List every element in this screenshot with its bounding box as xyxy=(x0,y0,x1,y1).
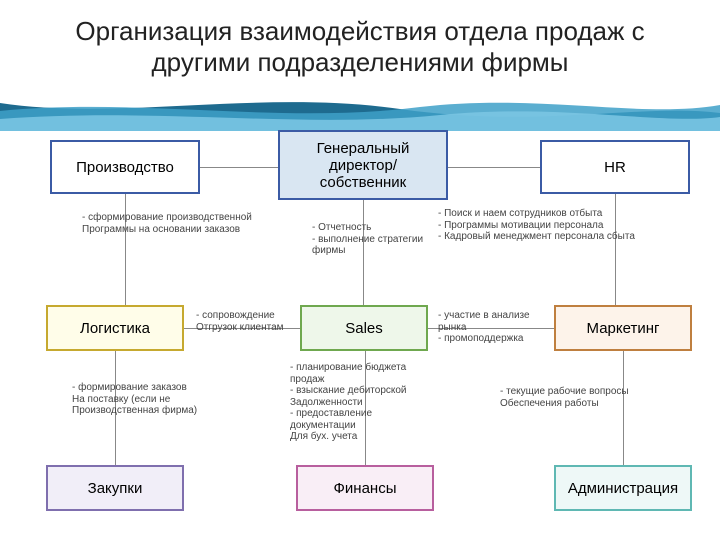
note-prod_note: - сформирование производственнойПрограмм… xyxy=(82,212,262,235)
note-hr_note: - Поиск и наем сотрудников отбыта- Прогр… xyxy=(438,208,668,243)
box-marketing: Маркетинг xyxy=(554,305,692,351)
connector xyxy=(125,194,126,305)
note-line: Программы на основании заказов xyxy=(82,224,262,236)
box-label: Администрация xyxy=(568,480,678,497)
note-line: Задолженности xyxy=(290,397,440,409)
slide-title: Организация взаимодействия отдела продаж… xyxy=(0,16,720,78)
note-line: продаж xyxy=(290,374,440,386)
note-line: - планирование бюджета xyxy=(290,362,440,374)
slide: Организация взаимодействия отдела продаж… xyxy=(0,0,720,540)
note-mkt_note: - участие в анализе рынка- промоподдержк… xyxy=(438,310,552,345)
note-line: - текущие рабочие вопросы xyxy=(500,386,660,398)
title-line-1: Организация взаимодействия отдела продаж… xyxy=(75,16,644,46)
note-line: Для бух. учета xyxy=(290,431,440,443)
note-line: - промоподдержка xyxy=(438,333,552,345)
box-label: Логистика xyxy=(80,320,150,337)
box-sales: Sales xyxy=(300,305,428,351)
note-line: - участие в анализе рынка xyxy=(438,310,552,333)
box-ceo: Генеральный директор/ собственник xyxy=(278,130,448,200)
box-label: Закупки xyxy=(88,480,143,497)
wave-decoration xyxy=(0,95,720,131)
note-log_note: - сопровождениеОтгрузок клиентам xyxy=(196,310,296,333)
note-line: - предоставление xyxy=(290,408,440,420)
box-logistics: Логистика xyxy=(46,305,184,351)
note-line: - формирование заказов xyxy=(72,382,232,394)
connector xyxy=(448,167,540,168)
note-fin_note: - планирование бюджетапродаж- взыскание … xyxy=(290,362,440,443)
box-production: Производство xyxy=(50,140,200,194)
box-label: Финансы xyxy=(334,480,397,497)
note-pur_note: - формирование заказовНа поставку (если … xyxy=(72,382,232,417)
box-hr: HR xyxy=(540,140,690,194)
note-line: Отгрузок клиентам xyxy=(196,322,296,334)
connector xyxy=(200,167,278,168)
note-line: На поставку (если не xyxy=(72,394,232,406)
note-line: - взыскание дебиторской xyxy=(290,385,440,397)
box-admin: Администрация xyxy=(554,465,692,511)
note-line: документации xyxy=(290,420,440,432)
note-line: - сопровождение xyxy=(196,310,296,322)
note-line: Обеспечения работы xyxy=(500,398,660,410)
note-ceo_note: - Отчетность- выполнение стратегиифирмы xyxy=(312,222,442,257)
diagram-area: Производство Генеральный директор/ собств… xyxy=(0,130,720,540)
box-label: HR xyxy=(604,159,626,176)
note-line: - Отчетность xyxy=(312,222,442,234)
box-finance: Финансы xyxy=(296,465,434,511)
box-purchasing: Закупки xyxy=(46,465,184,511)
title-line-2: другими подразделениями фирмы xyxy=(151,47,568,77)
box-label: Маркетинг xyxy=(587,320,660,337)
note-line: фирмы xyxy=(312,245,442,257)
note-line: - выполнение стратегии xyxy=(312,234,442,246)
box-label: Производство xyxy=(76,159,174,176)
note-line: - Поиск и наем сотрудников отбыта xyxy=(438,208,668,220)
note-line: Производственная фирма) xyxy=(72,405,232,417)
note-line: - Кадровый менеджмент персонала сбыта xyxy=(438,231,668,243)
note-line: - сформирование производственной xyxy=(82,212,262,224)
box-label: Sales xyxy=(345,320,383,337)
box-label: Генеральный директор/ собственник xyxy=(284,140,442,191)
note-adm_note: - текущие рабочие вопросыОбеспечения раб… xyxy=(500,386,660,409)
note-line: - Программы мотивации персонала xyxy=(438,220,668,232)
